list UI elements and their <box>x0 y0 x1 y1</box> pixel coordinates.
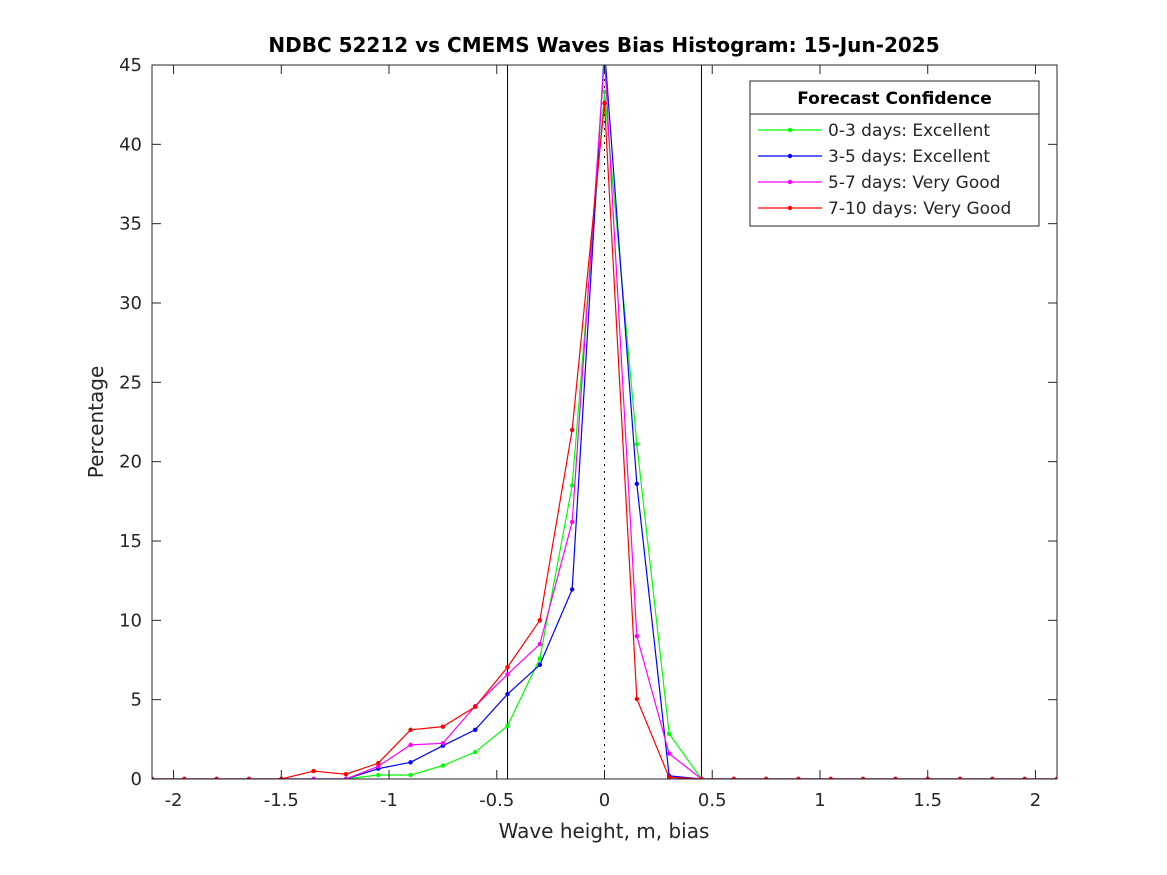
data-point <box>537 641 543 647</box>
data-point <box>505 664 510 670</box>
x-tick-label: -0.5 <box>479 790 514 811</box>
data-point <box>505 672 510 677</box>
legend-box <box>749 80 1040 227</box>
data-point <box>311 776 316 779</box>
data-point <box>666 775 672 779</box>
data-point <box>569 427 575 433</box>
data-point <box>699 776 704 779</box>
data-point <box>440 724 446 729</box>
legend-entries: 0-3 days: Excellent 3-5 days: Excellent 5-… <box>758 121 1011 219</box>
data-point <box>796 776 801 779</box>
data-point <box>376 760 381 766</box>
y-tick-label: 15 <box>119 531 142 552</box>
y-tick-label: 40 <box>119 134 142 155</box>
data-point <box>214 776 219 779</box>
y-tick-label: 35 <box>119 214 142 235</box>
data-point <box>634 481 640 487</box>
data-point <box>1022 776 1027 779</box>
y-tick-label: 30 <box>119 293 142 314</box>
data-point <box>440 763 446 768</box>
legend-label-0: 0-3 days: Excellent <box>828 121 990 141</box>
legend-label-2: 5-7 days: Very Good <box>828 173 1000 193</box>
data-point <box>408 760 413 765</box>
data-point <box>569 519 575 525</box>
data-point <box>408 727 413 733</box>
data-point <box>343 772 349 777</box>
y-tick-label: 0 <box>131 769 142 790</box>
y-tick-label: 20 <box>119 452 142 473</box>
data-point <box>731 776 736 779</box>
data-point <box>569 483 575 488</box>
data-point <box>473 749 478 755</box>
data-point <box>246 776 252 779</box>
data-point <box>666 731 672 736</box>
data-point <box>440 741 446 746</box>
data-point <box>602 100 607 106</box>
x-tick-label: -2 <box>165 790 183 811</box>
legend-title: Forecast Confidence <box>797 89 992 109</box>
x-tick-label: -1 <box>380 790 398 811</box>
x-tick-label: 2 <box>1030 790 1041 811</box>
data-point <box>634 442 640 447</box>
data-point <box>505 723 510 729</box>
legend-marker-2 <box>787 179 793 185</box>
x-tick-label: 0 <box>599 790 610 811</box>
x-axis-label: Wave height, m, bias <box>499 819 710 843</box>
data-point <box>893 776 898 779</box>
data-point <box>569 587 575 592</box>
data-point <box>828 776 833 779</box>
data-point <box>602 89 607 95</box>
chart-title: NDBC 52212 vs CMEMS Waves Bias Histogram… <box>268 33 939 57</box>
y-tick-label: 5 <box>131 690 142 711</box>
data-point <box>990 776 995 779</box>
x-tick-label: -1.5 <box>264 790 299 811</box>
data-point <box>408 772 413 778</box>
data-point <box>376 772 381 778</box>
y-tick-label: 45 <box>119 55 142 76</box>
data-point <box>634 634 640 639</box>
data-point <box>634 696 640 702</box>
data-point <box>957 776 963 779</box>
data-point <box>343 776 349 779</box>
x-tick-label: 0.5 <box>698 790 727 811</box>
data-point <box>182 776 187 779</box>
data-point <box>537 662 543 667</box>
data-point <box>860 776 866 779</box>
data-point <box>537 618 543 623</box>
data-point <box>152 776 155 779</box>
data-point <box>505 691 510 697</box>
legend-label-3: 7-10 days: Very Good <box>828 199 1011 219</box>
legend: Forecast Confidence 0-3 days: Excellent 3… <box>749 80 1040 227</box>
legend-label-1: 3-5 days: Excellent <box>828 147 990 167</box>
data-point <box>473 727 478 733</box>
legend-marker-1 <box>787 153 793 159</box>
y-axis-label: Percentage <box>84 366 108 479</box>
data-point <box>763 776 769 779</box>
series-3 <box>152 100 1057 779</box>
data-point <box>376 764 381 769</box>
x-tick-label: 1 <box>814 790 825 811</box>
legend-marker-3 <box>787 205 793 211</box>
data-point <box>1054 776 1057 779</box>
legend-marker-0 <box>787 127 793 133</box>
y-tick-label: 10 <box>119 610 142 631</box>
series-layer <box>152 65 1057 779</box>
plot-frame <box>151 64 1058 780</box>
x-tick-label: 1.5 <box>913 790 942 811</box>
data-point <box>311 768 316 774</box>
data-point <box>473 704 478 710</box>
y-tick-label: 25 <box>119 372 142 393</box>
data-point <box>537 656 543 661</box>
reference-lines <box>507 65 702 779</box>
data-point <box>408 742 413 748</box>
data-point <box>666 751 672 756</box>
